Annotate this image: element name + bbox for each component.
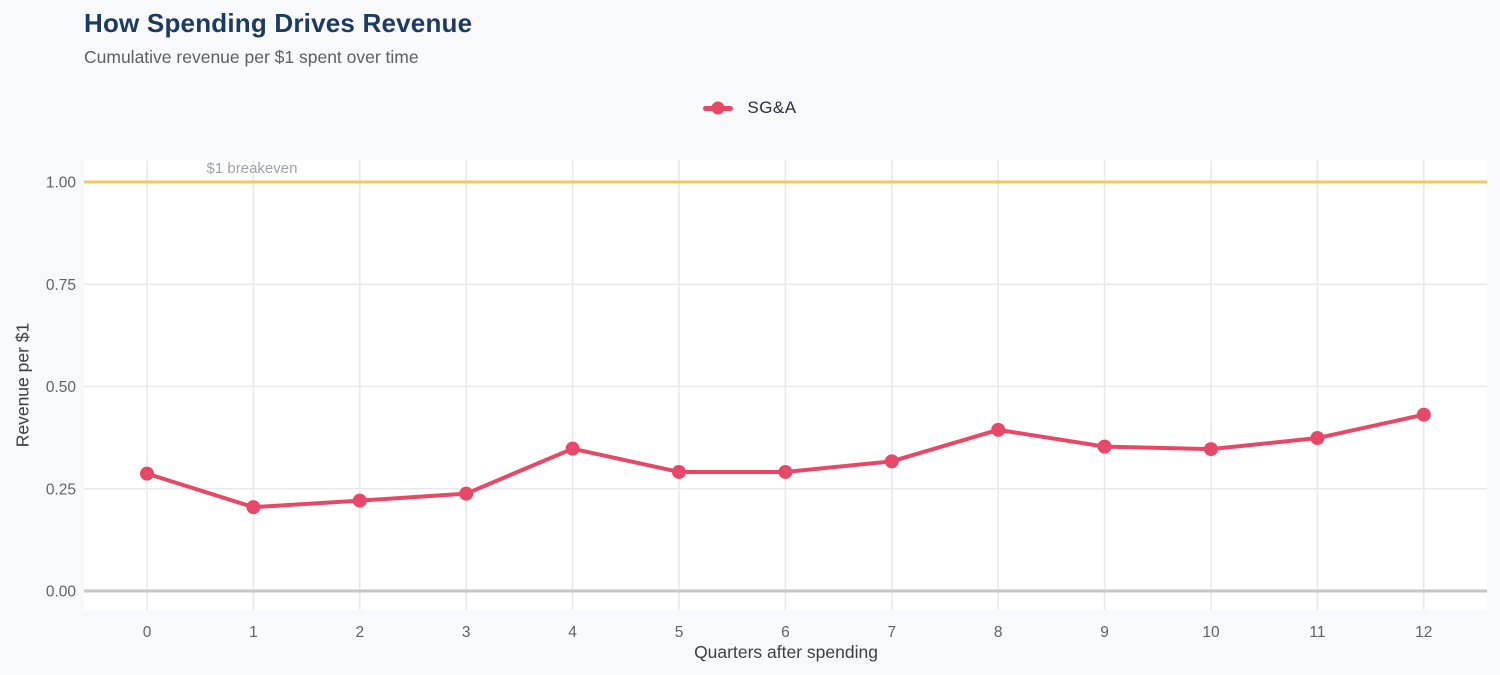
legend-line-swatch [703, 101, 734, 115]
x-tick-label: 7 [887, 624, 896, 641]
x-tick-label: 4 [568, 624, 577, 641]
data-point [1310, 431, 1325, 446]
y-tick-label: 0.25 [46, 481, 76, 498]
x-tick-label: 6 [781, 624, 790, 641]
data-point [352, 493, 367, 508]
chart-title: How Spending Drives Revenue [84, 8, 473, 38]
x-tick-label: 1 [249, 624, 258, 641]
x-axis-title: Quarters after spending [694, 642, 878, 662]
chart-subtitle: Cumulative revenue per $1 spent over tim… [84, 47, 419, 67]
legend-dot-icon [711, 101, 725, 115]
data-point [991, 422, 1006, 437]
x-tick-label: 0 [143, 624, 152, 641]
x-tick-label: 9 [1100, 624, 1109, 641]
breakeven-annotation: $1 breakeven [206, 160, 298, 177]
legend: SG&A [0, 98, 1500, 118]
x-tick-label: 12 [1415, 624, 1432, 641]
data-point [1097, 439, 1112, 454]
x-tick-label: 11 [1309, 624, 1325, 641]
y-tick-label: 0.00 [46, 584, 77, 601]
x-tick-label: 8 [994, 624, 1003, 641]
data-point [672, 464, 686, 479]
data-point [246, 500, 261, 515]
data-point [778, 464, 793, 479]
data-point [1204, 442, 1218, 457]
legend-label-sga: SG&A [747, 98, 797, 117]
data-point [565, 441, 580, 456]
y-tick-label: 0.75 [46, 277, 76, 294]
x-tick-label: 10 [1202, 624, 1220, 641]
x-tick-label: 5 [675, 624, 684, 641]
data-point [459, 486, 474, 501]
data-point [140, 466, 154, 481]
y-tick-label: 0.50 [46, 379, 77, 396]
y-tick-label: 1.00 [46, 175, 77, 192]
x-tick-label: 2 [355, 624, 364, 641]
data-point [1416, 407, 1431, 422]
x-tick-label: 3 [462, 624, 471, 641]
data-point [884, 454, 899, 469]
y-axis-title: Revenue per $1 [12, 322, 33, 448]
